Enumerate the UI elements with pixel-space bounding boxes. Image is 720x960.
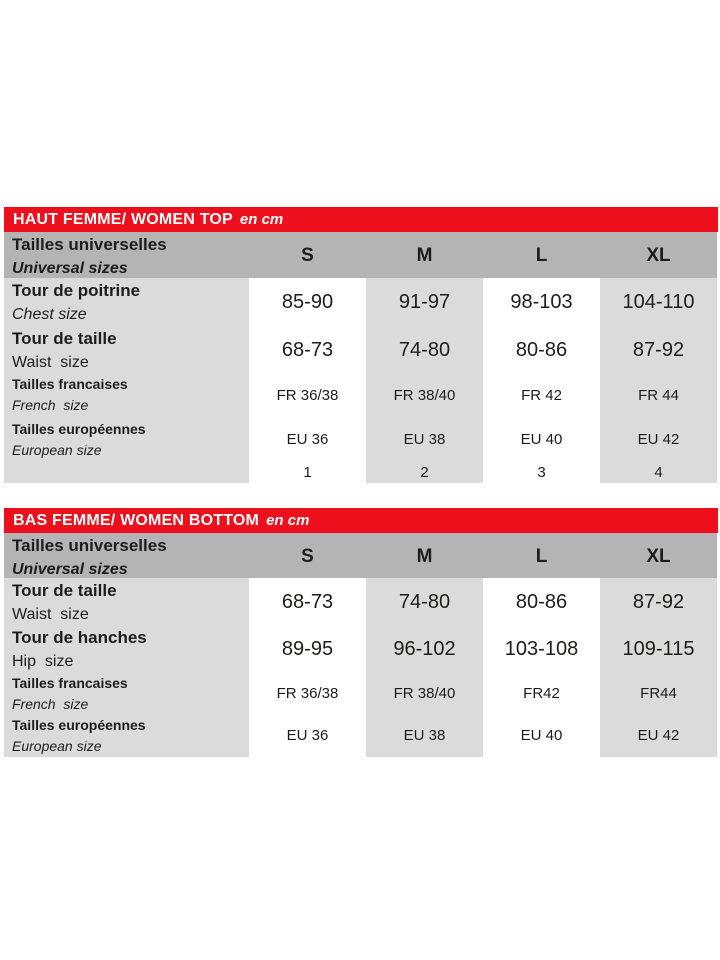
header-label-en: Universal sizes (12, 561, 128, 578)
row-label-cell: Tour de hanches Hip size (4, 625, 249, 673)
size-value-cell: 68-73 (249, 326, 366, 374)
measurement-row-french-size: Tailles francaises French size FR 36/38 … (4, 373, 717, 418)
row-label-cell: Tailles francaises French size (4, 672, 249, 715)
header-label-cell: Tailles universelles Universal sizes (4, 533, 249, 581)
size-value-cell: FR 38/40 (366, 672, 483, 715)
banner-title: BAS FEMME/ WOMEN BOTTOM (13, 511, 260, 529)
size-value-cell: 1 (249, 461, 366, 483)
size-column-header-m: M (416, 245, 433, 266)
size-value-cell: FR 36/38 (249, 373, 366, 418)
measurement-row-european-size: Tailles européennes European size EU 36 … (4, 714, 717, 757)
header-label-cell: Tailles universelles Universal sizes (4, 232, 249, 280)
size-value-cell: 80-86 (483, 578, 600, 626)
row-label-en: European size (12, 738, 102, 754)
row-label-cell: Tailles européennes European size (4, 418, 249, 461)
header-label-fr: Tailles universelles (12, 235, 167, 254)
measurement-row-chest: Tour de poitrine Chest size 85-90 91-97 … (4, 278, 717, 326)
size-header-row: Tailles universelles Universal sizes S M… (4, 232, 717, 278)
size-value-cell: EU 40 (483, 714, 600, 757)
row-label-en: French size (12, 397, 89, 413)
measurement-row-hip: Tour de hanches Hip size 89-95 96-102 10… (4, 625, 717, 673)
size-value-cell: FR42 (483, 672, 600, 715)
row-label-en: Waist size (12, 354, 89, 371)
row-label-cell: Tour de poitrine Chest size (4, 278, 249, 326)
size-value-cell: FR 42 (483, 373, 600, 418)
banner-title: HAUT FEMME/ WOMEN TOP (13, 210, 233, 228)
size-value-cell: 80-86 (483, 326, 600, 374)
size-column-header-xl: XL (646, 546, 671, 567)
size-value-cell: EU 40 (483, 418, 600, 461)
row-label-en: European size (12, 442, 102, 458)
measurement-row-european-size: Tailles européennes European size EU 36 … (4, 418, 717, 461)
row-label-fr: Tour de hanches (12, 628, 147, 647)
size-value-cell: 85-90 (249, 278, 366, 326)
size-value-cell: FR44 (600, 672, 717, 715)
size-table-women-top: HAUT FEMME/ WOMEN TOP en cm Tailles univ… (4, 207, 718, 483)
size-header-row: Tailles universelles Universal sizes S M… (4, 533, 717, 578)
measurement-row-french-size: Tailles francaises French size FR 36/38 … (4, 672, 717, 715)
size-value-cell: FR 36/38 (249, 672, 366, 715)
row-label-cell: Tour de taille Waist size (4, 578, 249, 626)
size-value-cell: EU 36 (249, 714, 366, 757)
size-value-cell: FR 44 (600, 373, 717, 418)
row-label-cell-empty (4, 461, 249, 483)
row-label-fr: Tailles francaises (12, 376, 128, 392)
measurement-row-numeric-size: 1 2 3 4 (4, 461, 717, 483)
size-value-cell: 98-103 (483, 278, 600, 326)
size-value-cell: 96-102 (366, 625, 483, 673)
row-label-fr: Tour de taille (12, 581, 117, 600)
size-column-header-s: S (301, 546, 314, 567)
row-label-fr: Tailles européennes (12, 717, 146, 733)
size-column-header-s: S (301, 245, 314, 266)
size-value-cell: 87-92 (600, 326, 717, 374)
row-label-cell: Tailles européennes European size (4, 714, 249, 757)
size-value-cell: EU 38 (366, 714, 483, 757)
row-label-en: Chest size (12, 306, 87, 323)
size-value-cell: 3 (483, 461, 600, 483)
size-value-cell: 74-80 (366, 578, 483, 626)
size-column-header-m: M (416, 546, 433, 567)
size-value-cell: FR 38/40 (366, 373, 483, 418)
banner-unit-label: en cm (239, 211, 284, 228)
row-label-fr: Tour de poitrine (12, 281, 141, 300)
size-value-cell: 103-108 (483, 625, 600, 673)
size-column-header-l: L (535, 245, 548, 266)
size-column-header-xl: XL (646, 245, 671, 266)
size-value-cell: 104-110 (600, 278, 717, 326)
header-label-en: Universal sizes (12, 260, 128, 277)
size-value-cell: 89-95 (249, 625, 366, 673)
row-label-en: French size (12, 696, 89, 712)
size-value-cell: EU 42 (600, 418, 717, 461)
row-label-fr: Tailles francaises (12, 675, 128, 691)
row-label-cell: Tailles francaises French size (4, 373, 249, 418)
size-value-cell: EU 36 (249, 418, 366, 461)
size-value-cell: 2 (366, 461, 483, 483)
banner-unit-label: en cm (266, 512, 310, 529)
measurement-row-waist: Tour de taille Waist size 68-73 74-80 80… (4, 326, 717, 374)
row-label-cell: Tour de taille Waist size (4, 326, 249, 374)
size-value-cell: 109-115 (600, 625, 717, 673)
row-label-fr: Tailles européennes (12, 421, 146, 437)
women-top-banner: HAUT FEMME/ WOMEN TOP en cm (4, 207, 718, 232)
header-label-fr: Tailles universelles (12, 536, 167, 555)
row-label-en: Hip size (12, 653, 74, 670)
women-bottom-banner: BAS FEMME/ WOMEN BOTTOM en cm (4, 508, 718, 533)
size-value-cell: 4 (600, 461, 717, 483)
row-label-fr: Tour de taille (12, 329, 117, 348)
measurement-row-waist: Tour de taille Waist size 68-73 74-80 80… (4, 578, 717, 626)
size-value-cell: 74-80 (366, 326, 483, 374)
size-value-cell: EU 38 (366, 418, 483, 461)
row-label-en: Waist size (12, 606, 89, 623)
size-table-women-bottom: BAS FEMME/ WOMEN BOTTOM en cm Tailles un… (4, 508, 718, 757)
size-value-cell: 91-97 (366, 278, 483, 326)
size-column-header-l: L (535, 546, 548, 567)
size-value-cell: EU 42 (600, 714, 717, 757)
size-value-cell: 68-73 (249, 578, 366, 626)
size-value-cell: 87-92 (600, 578, 717, 626)
